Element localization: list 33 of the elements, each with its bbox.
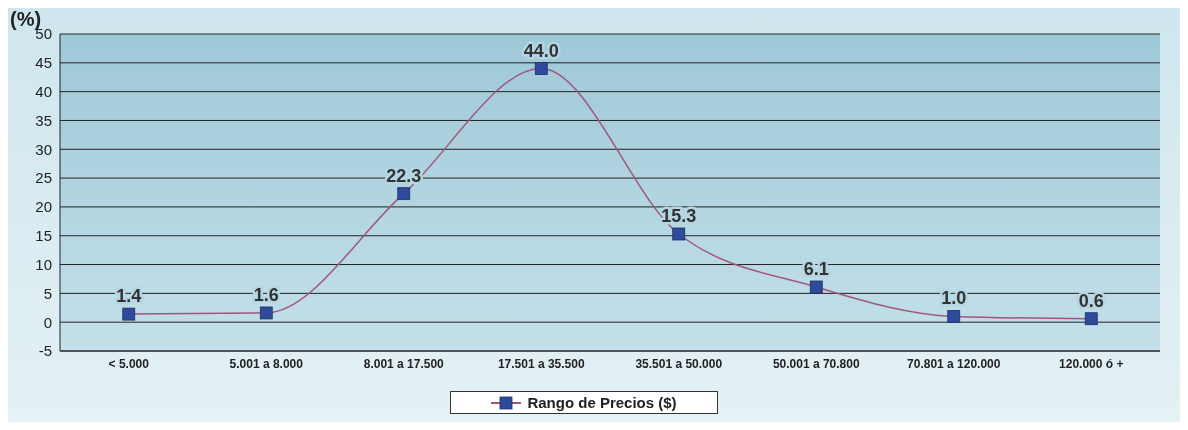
point — [397, 187, 411, 201]
y-tick-label: 10 — [35, 255, 52, 273]
x-tick-label: 8.001 a 17.500 — [363, 356, 445, 371]
data-label: 1.0 — [941, 288, 967, 309]
y-tick-label: 45 — [35, 54, 52, 72]
data-label: 0.6 — [1078, 290, 1104, 311]
data-label: 44.0 — [523, 40, 559, 61]
y-tick-label: 25 — [35, 169, 52, 187]
legend-label: Rango de Precios ($) — [526, 394, 677, 411]
y-tick-label: 5 — [43, 284, 52, 302]
x-tick-label: 35.501 a 50.000 — [635, 356, 723, 371]
point — [672, 227, 686, 241]
point — [534, 62, 548, 75]
point — [259, 306, 273, 320]
data-label: 15.3 — [661, 206, 697, 226]
y-tick-label: 0 — [43, 313, 52, 331]
point — [947, 310, 961, 323]
x-tick-label: 70.801 a 120.000 — [907, 356, 1001, 371]
y-tick-label: 20 — [35, 198, 52, 216]
x-tick-label: < 5.000 — [108, 356, 150, 371]
x-tick-label: 17.501 a 35.500 — [497, 356, 585, 371]
point — [122, 307, 136, 321]
point — [1084, 312, 1098, 326]
y-tick-label: 30 — [35, 140, 52, 158]
data-label: 6.1 — [803, 259, 829, 280]
x-tick-label: 50.001 a 70.800 — [772, 356, 860, 371]
y-tick-label: 15 — [35, 227, 52, 245]
y-tick-label: 35 — [35, 111, 52, 129]
y-tick-label: -5 — [38, 342, 52, 360]
x-tick-label: 120.000 ó + — [1059, 356, 1124, 371]
x-tick-label: 5.001 a 8.000 — [229, 356, 304, 371]
point — [809, 280, 823, 294]
y-tick-label: 40 — [35, 82, 52, 100]
